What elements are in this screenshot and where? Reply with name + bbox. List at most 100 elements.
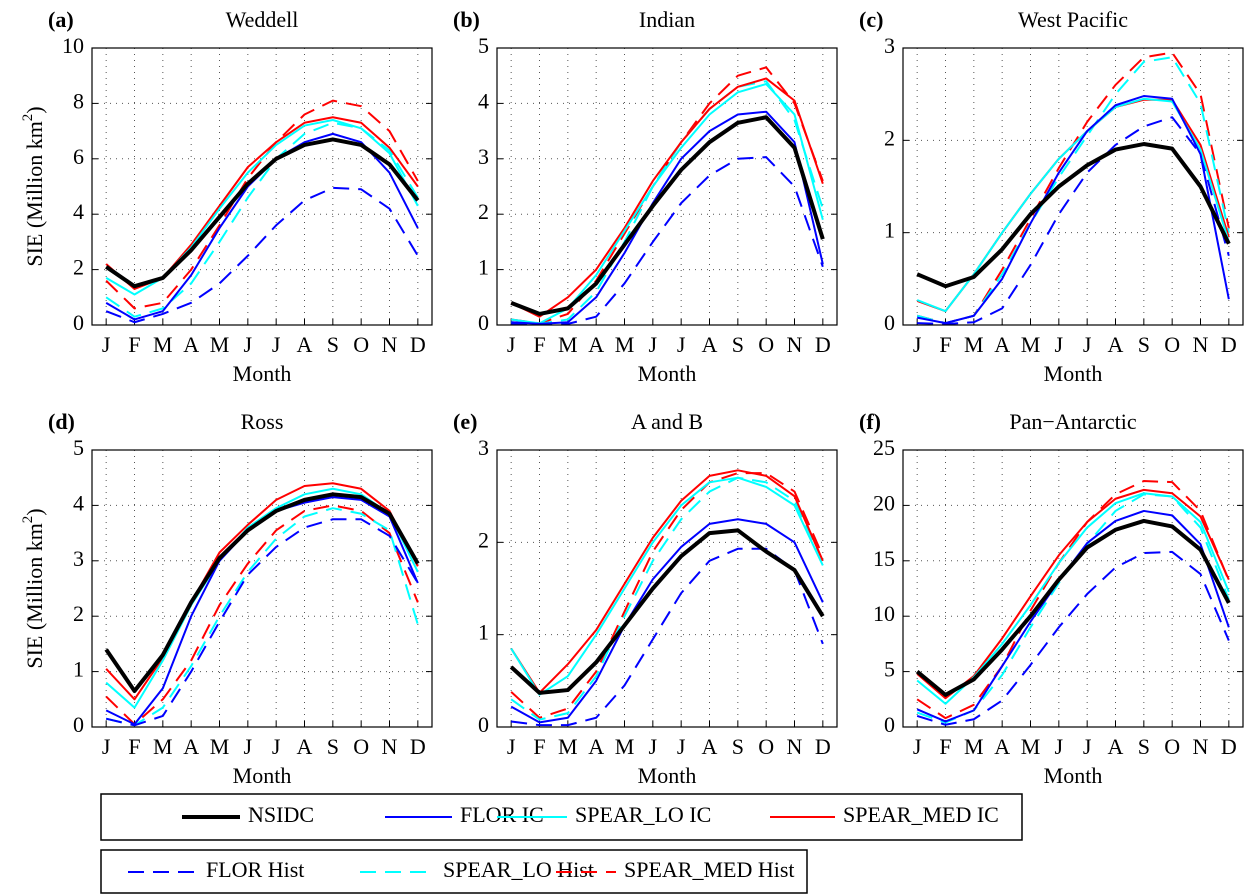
- y-tick-label: 2: [478, 199, 489, 224]
- y-tick-label: 25: [873, 435, 895, 460]
- x-tick-label: M: [615, 734, 635, 759]
- panel-label: (b): [453, 7, 480, 32]
- y-tick-label: 10: [873, 601, 895, 626]
- x-tick-label: M: [615, 332, 635, 357]
- x-tick-label: F: [533, 734, 545, 759]
- legend-box: [100, 793, 1023, 841]
- panel-title: A and B: [631, 409, 703, 434]
- plot-frame: [496, 449, 838, 728]
- x-tick-label: N: [787, 734, 803, 759]
- y-tick-label: 1: [478, 255, 489, 280]
- x-tick-label: A: [297, 332, 313, 357]
- x-tick-label: J: [1083, 734, 1092, 759]
- x-tick-label: J: [677, 332, 686, 357]
- plot-frame: [902, 47, 1244, 326]
- x-axis-label: Month: [1044, 763, 1103, 788]
- x-tick-label: J: [507, 734, 516, 759]
- x-tick-label: M: [558, 332, 578, 357]
- x-tick-label: S: [327, 734, 339, 759]
- y-axis-label: SIE (Million km2): [20, 508, 47, 668]
- x-tick-label: M: [964, 734, 984, 759]
- series-line: [105, 507, 419, 727]
- y-tick-label: 5: [478, 33, 489, 58]
- x-tick-label: S: [327, 332, 339, 357]
- x-tick-label: A: [183, 332, 199, 357]
- panel-title: West Pacific: [1018, 7, 1128, 32]
- x-tick-label: O: [1164, 734, 1180, 759]
- x-tick-label: A: [1108, 332, 1124, 357]
- x-tick-label: M: [153, 734, 173, 759]
- series-line: [915, 518, 1231, 697]
- series-line: [916, 56, 1230, 325]
- x-tick-label: O: [758, 734, 774, 759]
- x-tick-label: A: [183, 734, 199, 759]
- series-line: [510, 77, 824, 318]
- plot-frame: [91, 449, 433, 728]
- y-tick-label: 4: [73, 490, 84, 515]
- x-tick-label: F: [128, 734, 140, 759]
- y-axis-label-part: 2: [20, 516, 36, 524]
- series-line: [510, 476, 824, 696]
- panel-title: Weddell: [226, 7, 299, 32]
- x-tick-label: J: [649, 734, 658, 759]
- y-tick-label: 0: [884, 712, 895, 737]
- x-tick-label: J: [244, 332, 253, 357]
- x-axis-label: Month: [233, 763, 292, 788]
- legend-label: FLOR Hist: [206, 857, 304, 882]
- y-tick-label: 4: [73, 199, 84, 224]
- y-axis-label-part: ): [22, 106, 47, 113]
- series-line: [916, 488, 1230, 700]
- series-line: [916, 493, 1230, 724]
- y-tick-label: 3: [478, 144, 489, 169]
- y-tick-label: 3: [478, 435, 489, 460]
- x-tick-label: S: [1138, 332, 1150, 357]
- x-tick-label: D: [410, 332, 426, 357]
- series-line: [510, 115, 825, 316]
- y-axis-label-part: ): [22, 508, 47, 515]
- x-tick-label: N: [787, 332, 803, 357]
- x-axis-label: Month: [638, 763, 697, 788]
- x-tick-label: J: [244, 734, 253, 759]
- y-axis-label-part: SIE (Million km: [22, 523, 47, 668]
- x-axis-label: Month: [638, 361, 697, 386]
- series-line: [104, 492, 420, 693]
- x-tick-label: O: [758, 332, 774, 357]
- series-line: [511, 80, 824, 325]
- y-tick-label: 1: [73, 657, 84, 682]
- x-tick-label: A: [994, 734, 1010, 759]
- x-tick-label: D: [815, 734, 831, 759]
- series-line: [105, 132, 419, 321]
- legend-label: SPEAR_MED IC: [843, 802, 999, 827]
- x-tick-label: J: [1055, 332, 1064, 357]
- x-axis-label: Month: [1044, 361, 1103, 386]
- x-tick-label: A: [702, 332, 718, 357]
- x-tick-label: F: [939, 332, 951, 357]
- panel-label: (e): [453, 409, 477, 434]
- y-tick-label: 0: [478, 310, 489, 335]
- x-tick-label: J: [102, 332, 111, 357]
- series-line: [511, 156, 824, 326]
- x-tick-label: M: [210, 734, 230, 759]
- series-line: [510, 476, 824, 721]
- y-tick-label: 0: [478, 712, 489, 737]
- y-tick-label: 8: [73, 88, 84, 113]
- y-tick-label: 0: [73, 712, 84, 737]
- x-tick-label: S: [1138, 734, 1150, 759]
- y-tick-label: 3: [73, 546, 84, 571]
- x-tick-label: J: [677, 734, 686, 759]
- x-tick-label: A: [1108, 734, 1124, 759]
- x-tick-label: A: [588, 332, 604, 357]
- y-axis-label: SIE (Million km2): [20, 106, 47, 266]
- x-tick-label: F: [128, 332, 140, 357]
- legend-label: NSIDC: [248, 802, 314, 827]
- panel-label: (d): [48, 409, 75, 434]
- y-tick-label: 5: [73, 435, 84, 460]
- y-tick-label: 1: [884, 218, 895, 243]
- series-line: [510, 469, 824, 694]
- x-tick-label: N: [1193, 332, 1209, 357]
- series-line: [105, 496, 419, 726]
- series-line: [916, 480, 1230, 720]
- x-tick-label: A: [994, 332, 1010, 357]
- y-axis-label-part: SIE (Million km: [22, 121, 47, 266]
- series-line: [105, 482, 419, 701]
